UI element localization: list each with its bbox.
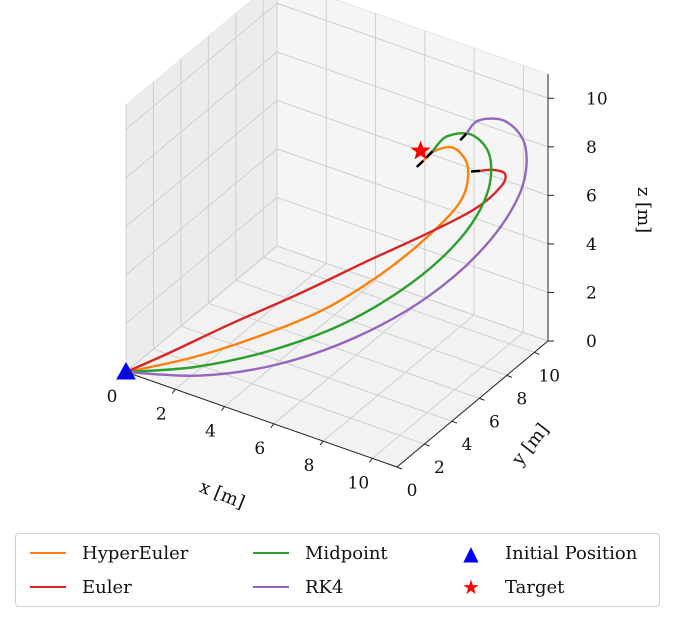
- x-axis-label: x [m]: [196, 476, 247, 513]
- target-marker: [410, 140, 431, 160]
- trajectory-rk4: [125, 117, 528, 378]
- grid-line: [224, 280, 376, 407]
- z-tick-label: 2: [586, 283, 597, 303]
- legend-swatch-line: [253, 552, 289, 554]
- legend-label: HyperEuler: [82, 542, 189, 564]
- z-tick-label: 4: [586, 235, 597, 255]
- legend-item-euler: Euler: [30, 572, 132, 602]
- y-tick: [534, 351, 540, 355]
- x-tick: [221, 406, 225, 411]
- z-tick-label: 6: [586, 186, 597, 206]
- legend-item-hypereuler: HyperEuler: [30, 538, 188, 568]
- grid-lines: [125, 0, 549, 468]
- grid-line: [276, 148, 549, 245]
- y-tick-label: 10: [538, 366, 560, 386]
- y-tick-label: 6: [489, 412, 500, 432]
- x-tick-label: 4: [205, 422, 216, 442]
- grid-line: [125, 245, 278, 373]
- grid-line: [125, 197, 278, 324]
- x-axis-line: [125, 371, 398, 468]
- legend-label: Initial Position: [505, 542, 638, 564]
- trajectory-euler: [125, 168, 507, 374]
- grid-line: [180, 325, 453, 422]
- grid-line: [208, 302, 480, 399]
- grid-line: [153, 348, 425, 445]
- heading-arrow: [471, 169, 481, 173]
- grid-line: [276, 196, 549, 293]
- y-tick: [451, 420, 458, 424]
- grid-line: [276, 2, 549, 99]
- y-tick: [506, 374, 513, 378]
- grid-line: [125, 2, 278, 130]
- legend: HyperEuler Euler Midpoint RK4 ▲ Initial Posit…: [15, 533, 660, 607]
- y-tick: [479, 397, 485, 401]
- grid-line: [276, 245, 549, 342]
- legend-item-initial-position: ▲ Initial Position: [453, 538, 637, 568]
- y-tick-label: 2: [434, 458, 445, 478]
- trajectory-hypereuler: [125, 145, 470, 374]
- legend-item-target: ★ Target: [453, 572, 564, 602]
- legend-item-midpoint: Midpoint: [253, 538, 388, 568]
- initial-position-marker: [116, 361, 136, 380]
- x-tick: [270, 423, 275, 429]
- grid-line: [235, 279, 507, 376]
- y-tick-label: 8: [516, 389, 527, 409]
- grid-line: [372, 331, 524, 459]
- heading-arrow: [425, 150, 434, 159]
- grid-line: [174, 262, 327, 390]
- legend-label: RK4: [305, 576, 344, 598]
- y-axis-line: [396, 340, 549, 468]
- x-tick-label: 8: [304, 456, 315, 476]
- heading-arrow: [415, 159, 425, 168]
- y-tick-label: 4: [461, 435, 472, 455]
- trajectories: [116, 117, 528, 380]
- legend-swatch-line: [30, 586, 66, 588]
- x-tick-label: 10: [348, 473, 370, 493]
- legend-label: Midpoint: [305, 542, 388, 564]
- grid-line: [273, 297, 426, 425]
- y-tick: [396, 466, 403, 470]
- legend-label: Euler: [82, 576, 132, 598]
- x-tick: [122, 371, 127, 377]
- legend-swatch-line: [30, 552, 66, 554]
- grid-line: [322, 314, 475, 442]
- axis-panes: [125, 0, 549, 468]
- star-icon: ★: [462, 575, 480, 599]
- heading-arrow: [459, 132, 468, 142]
- grid-line: [263, 256, 535, 353]
- x-tick: [171, 388, 176, 394]
- x-tick-label: 2: [156, 404, 167, 424]
- y-tick: [424, 443, 430, 447]
- x-tick: [368, 458, 373, 463]
- z-tick-label: 0: [586, 332, 597, 352]
- x-tick-label: 0: [107, 387, 118, 407]
- grid-line: [276, 51, 549, 148]
- z-tick-label: 8: [586, 138, 597, 158]
- x-tick: [319, 440, 324, 446]
- legend-swatch-line: [253, 586, 289, 588]
- legend-item-rk4: RK4: [253, 572, 343, 602]
- grid-line: [125, 99, 278, 227]
- z-axis-label: z [m]: [633, 187, 654, 233]
- x-tick-label: 6: [254, 439, 265, 459]
- triangle-icon: ▲: [463, 541, 479, 565]
- grid-line: [125, 51, 278, 179]
- y-axis-label: y [m]: [507, 420, 553, 471]
- z-tick-label: 10: [586, 89, 608, 109]
- legend-label: Target: [505, 576, 565, 598]
- y-tick-label: 0: [407, 481, 418, 501]
- grid-line: [125, 148, 278, 276]
